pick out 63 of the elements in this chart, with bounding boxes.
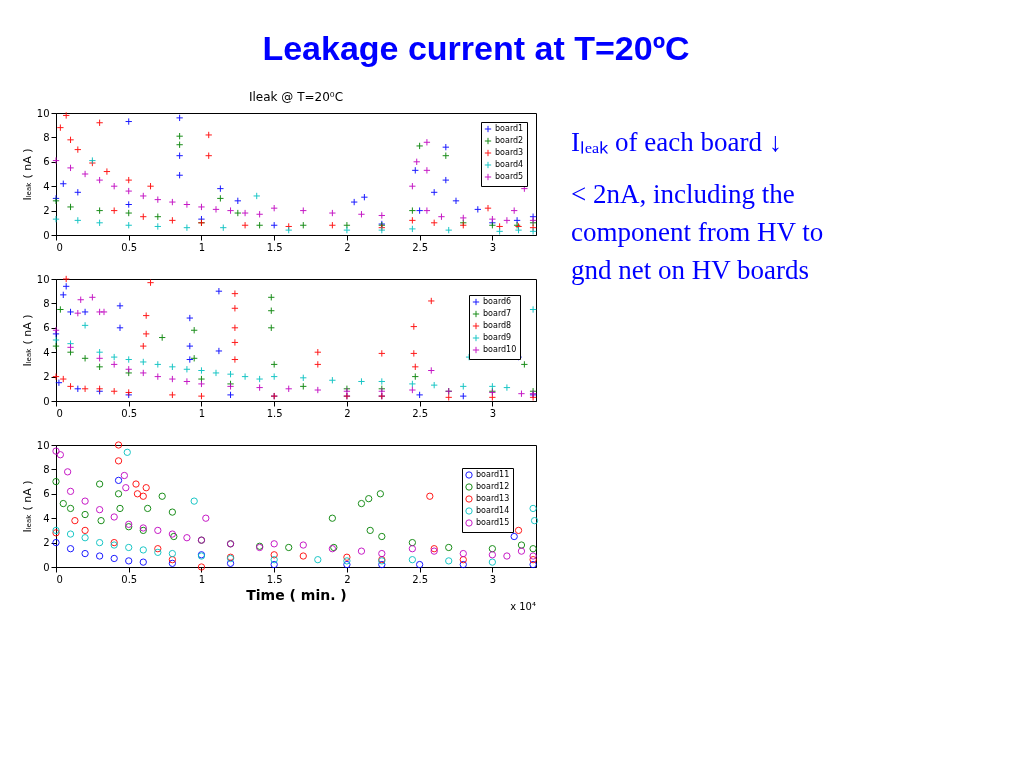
legend-label: board8 (483, 321, 512, 330)
x-tick-label: 1.5 (266, 241, 283, 253)
y-axis-title: Iₗₑₐₖ ( nA ) (20, 314, 34, 367)
y-tick-label: 2 (43, 537, 50, 549)
x-axis-title: Time ( min. ) (246, 586, 347, 603)
x-tick-label: 3 (489, 407, 497, 419)
y-axis-title: Iₗₑₐₖ ( nA ) (20, 148, 34, 201)
x-tick-label: 0.5 (121, 407, 138, 419)
x-tick-label: 1.5 (266, 573, 283, 585)
x-tick-label: 1.5 (266, 407, 283, 419)
y-tick-label: 0 (43, 561, 50, 573)
y-axis-title: Iₗₑₐₖ ( nA ) (20, 480, 34, 533)
x-tick-label: 1 (198, 573, 206, 585)
x-tick-label: 0.5 (121, 573, 138, 585)
legend-label: board3 (495, 148, 524, 157)
legend-label: board10 (483, 345, 517, 354)
y-tick-label: 4 (43, 512, 50, 524)
y-tick-label: 4 (43, 180, 50, 192)
x-tick-label: 0.5 (121, 241, 138, 253)
x-tick-label: 2.5 (412, 407, 429, 419)
legend-label: board2 (495, 136, 524, 145)
text: x 10⁴ (510, 601, 536, 612)
x-tick-label: 1 (198, 241, 206, 253)
legend-label: board13 (476, 494, 510, 503)
y-tick-label: 10 (36, 273, 50, 285)
y-tick-label: 6 (43, 322, 50, 334)
y-tick-label: 8 (43, 297, 50, 309)
y-tick-label: 4 (43, 346, 50, 358)
y-tick-label: 6 (43, 156, 50, 168)
legend-label: board6 (483, 297, 512, 306)
legend-label: board14 (476, 506, 510, 515)
x-tick-label: 2.5 (412, 241, 429, 253)
text: < 2nA, including the component from HV to gnd net on HV boards (571, 179, 824, 285)
legend-label: board11 (476, 470, 510, 479)
legend-label: board9 (483, 333, 512, 342)
y-tick-label: 0 (43, 395, 50, 407)
x-tick-label: 0 (56, 573, 63, 585)
legend-label: board1 (495, 124, 524, 133)
x-tick-label: 2 (344, 241, 351, 253)
y-tick-label: 8 (43, 131, 50, 143)
y-tick-label: 2 (43, 371, 50, 383)
legend-label: board15 (476, 518, 510, 527)
legend-label: board12 (476, 482, 510, 491)
y-tick-label: 10 (36, 439, 50, 451)
x-tick-label: 3 (489, 241, 497, 253)
x-tick-label: 0 (56, 407, 63, 419)
x-tick-label: 3 (489, 573, 497, 585)
text: Leakage current at T=20ºC (262, 29, 690, 67)
legend-label: board5 (495, 172, 524, 181)
legend-label: board4 (495, 160, 524, 169)
x-tick-label: 2.5 (412, 573, 429, 585)
y-tick-label: 0 (43, 229, 50, 241)
x-tick-label: 0 (56, 241, 63, 253)
y-tick-label: 8 (43, 463, 50, 475)
x-tick-label: 2 (344, 573, 351, 585)
x-tick-label: 1 (198, 407, 206, 419)
chart-title: Ileak @ T=20⁰C (248, 90, 344, 104)
y-tick-label: 6 (43, 488, 50, 500)
text: Iₗₑₐₖ of each board ↓ (571, 127, 783, 157)
x-tick-label: 2 (344, 407, 351, 419)
y-tick-label: 2 (43, 205, 50, 217)
legend-label: board7 (483, 309, 512, 318)
y-tick-label: 10 (36, 107, 50, 119)
